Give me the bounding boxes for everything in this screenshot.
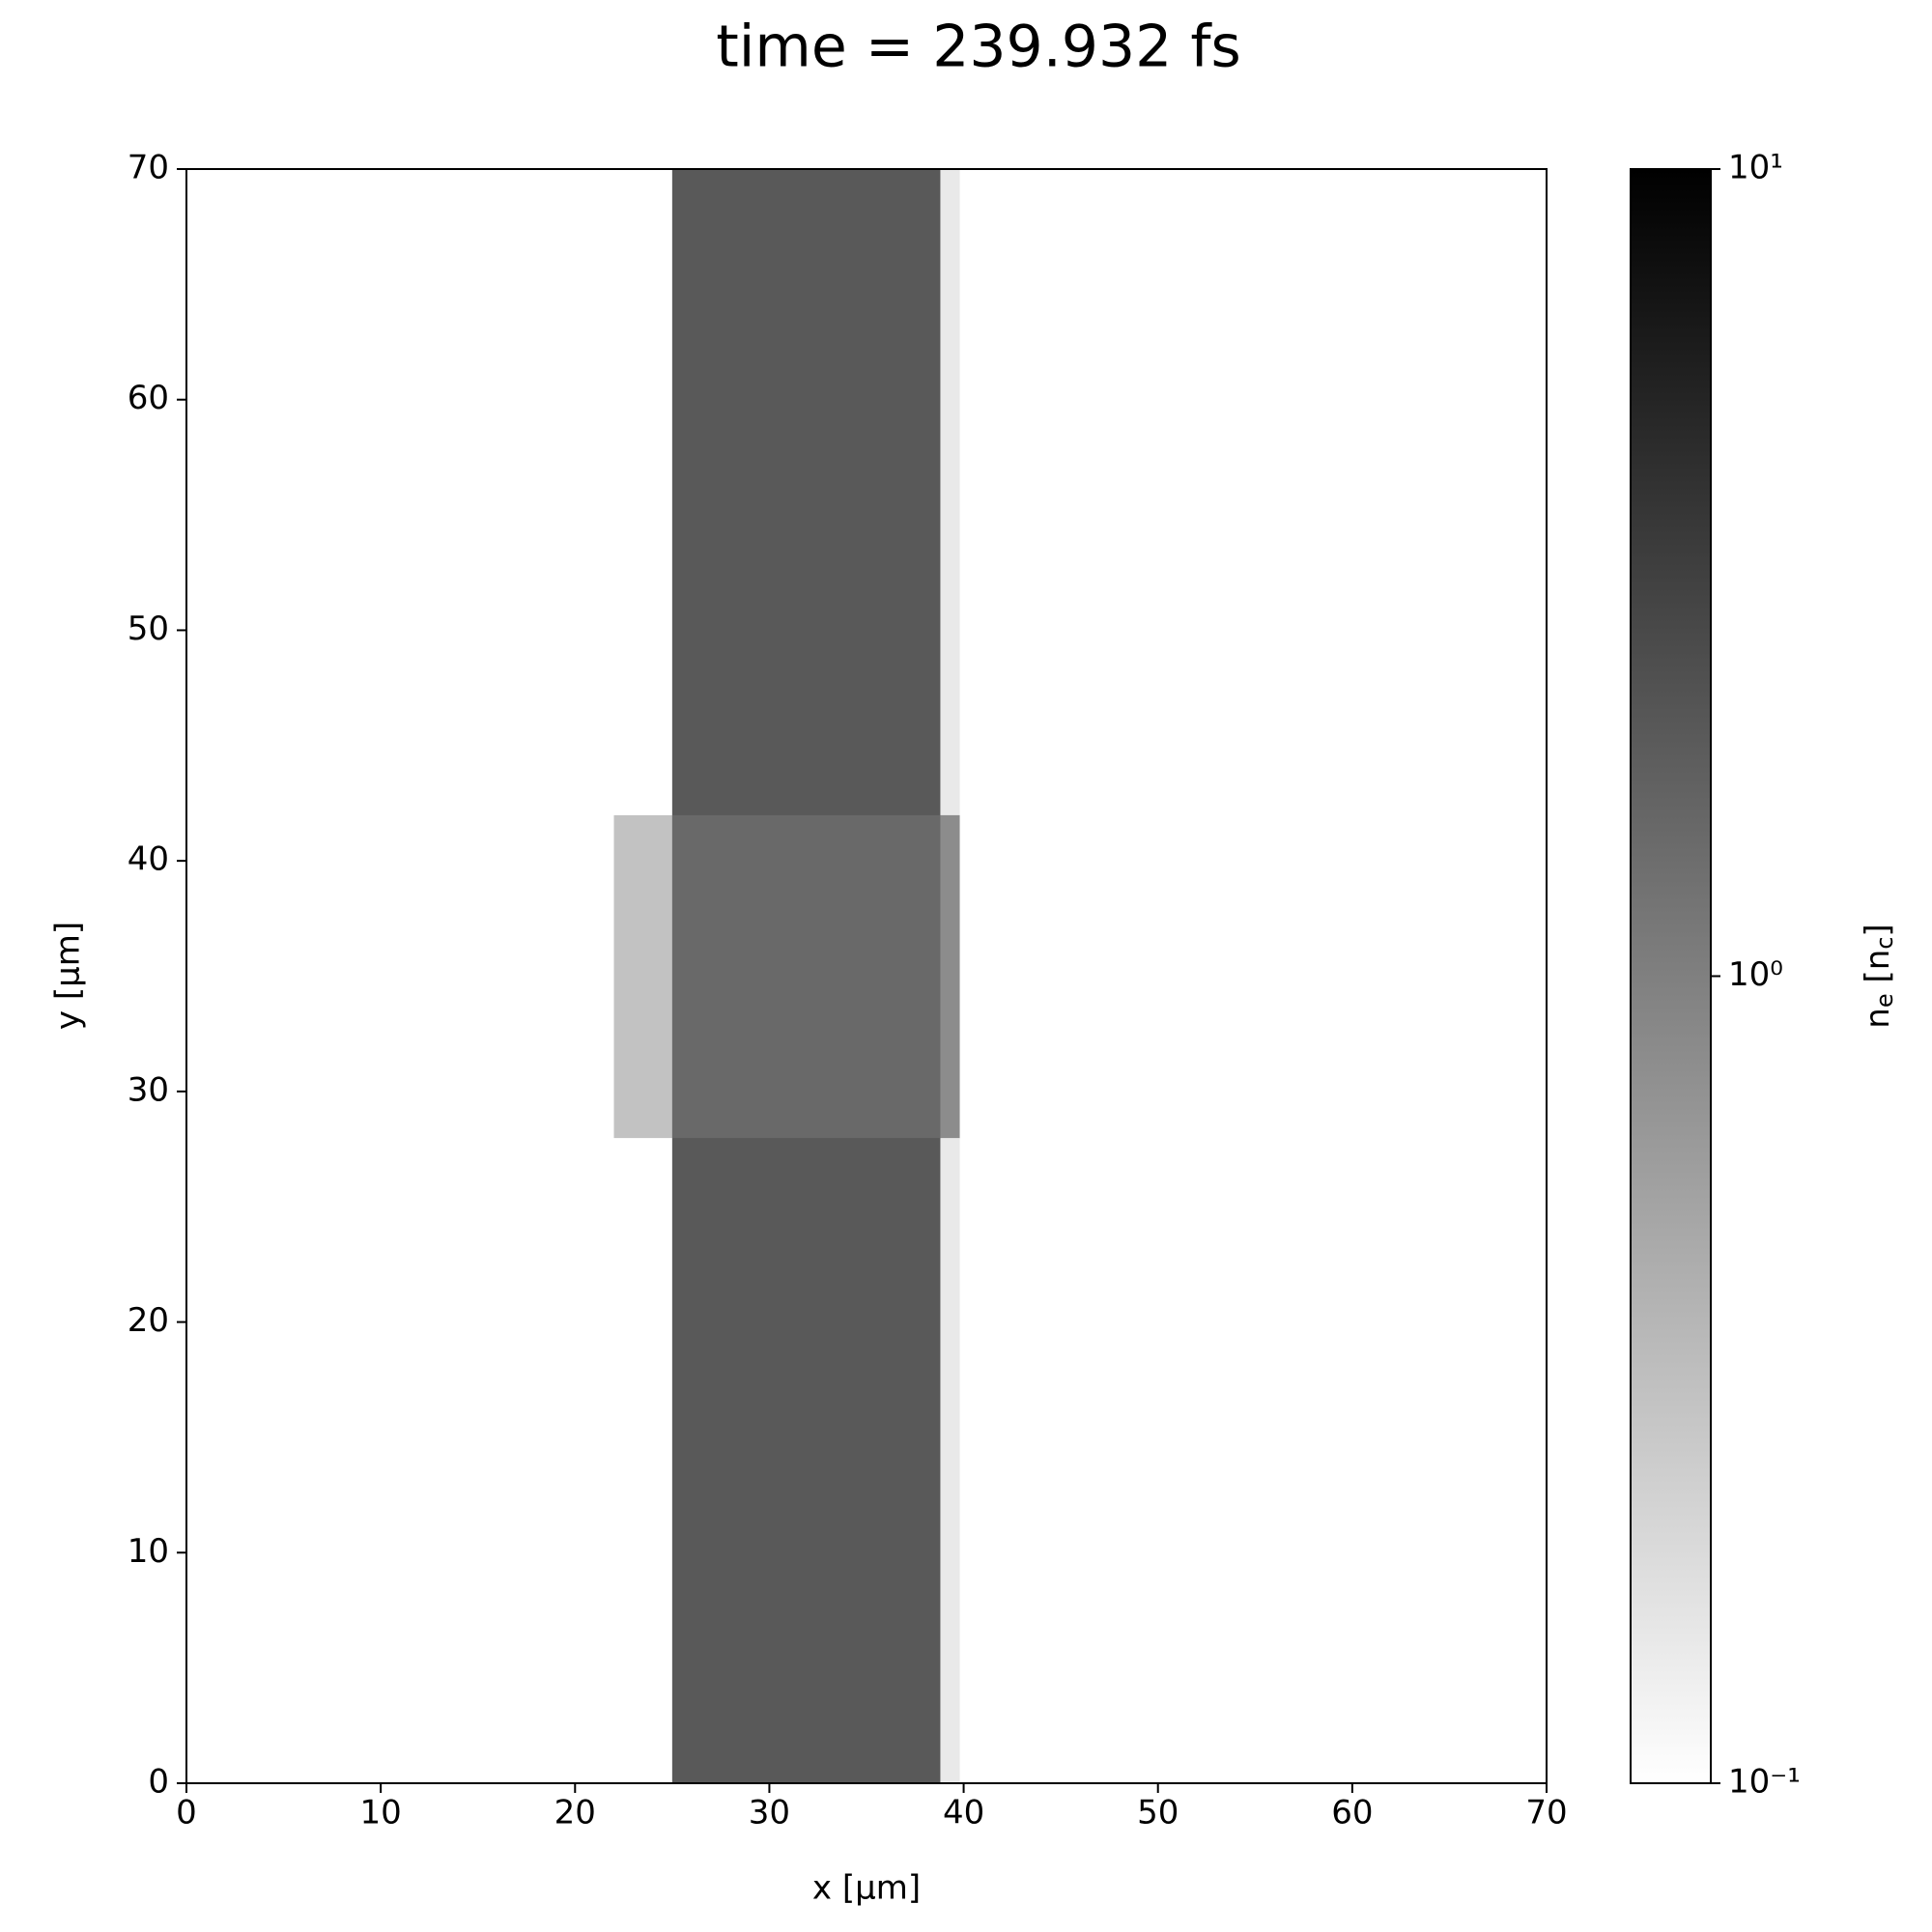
heatmap-cell [186,1137,615,1784]
colorbar-label-part: c [1871,937,1898,950]
y-tick-label: 0 [148,1763,169,1802]
y-tick-label: 20 [128,1301,169,1340]
heatmap-cell [613,814,673,1139]
x-tick-label: 20 [554,1794,596,1833]
colorbar-label-part: ] [1859,923,1897,936]
colorbar-tick-label: 10¹ [1728,149,1783,187]
y-axis-label: y [μm] [49,922,88,1030]
chart-title: time = 239.932 fs [716,14,1241,81]
colorbar-label-part: n [1859,1008,1897,1029]
y-tick-label: 40 [128,840,169,879]
x-tick-label: 60 [1331,1794,1373,1833]
x-tick-label: 0 [176,1794,197,1833]
y-tick-label: 50 [128,610,169,648]
heatmap-cell [671,814,941,1139]
heatmap-cell [940,814,961,1139]
colorbar [1630,168,1712,1784]
x-tick-label: 30 [749,1794,790,1833]
heatmap-cell [613,1137,673,1784]
heatmap-cell [940,1137,961,1784]
x-tick-label: 40 [943,1794,984,1833]
heatmap-cell [186,169,615,815]
y-tick-label: 60 [128,379,169,417]
heatmap-cell [959,169,1548,815]
plot-frame [185,168,1548,1784]
heatmap-cell [671,1137,941,1784]
colorbar-label-part: e [1871,993,1898,1008]
heatmap-cell [671,169,941,815]
x-tick-label: 70 [1525,1794,1567,1833]
x-axis-label: x [μm] [812,1869,921,1908]
heatmap-cell [959,1137,1548,1784]
heatmap-cell [186,814,615,1139]
colorbar-label-part: [n [1859,950,1897,994]
heatmap-cell [959,814,1548,1139]
y-tick-label: 70 [128,149,169,187]
x-tick-label: 50 [1137,1794,1179,1833]
heatmap-cell [940,169,961,815]
x-tick-label: 10 [360,1794,402,1833]
y-tick-label: 30 [128,1070,169,1109]
colorbar-tick-label: 10⁰ [1728,955,1783,994]
colorbar-tick-label: 10⁻¹ [1728,1763,1801,1802]
y-tick-label: 10 [128,1532,169,1571]
colorbar-label: ne [nc] [1859,923,1899,1028]
heatmap-cell [613,169,673,815]
